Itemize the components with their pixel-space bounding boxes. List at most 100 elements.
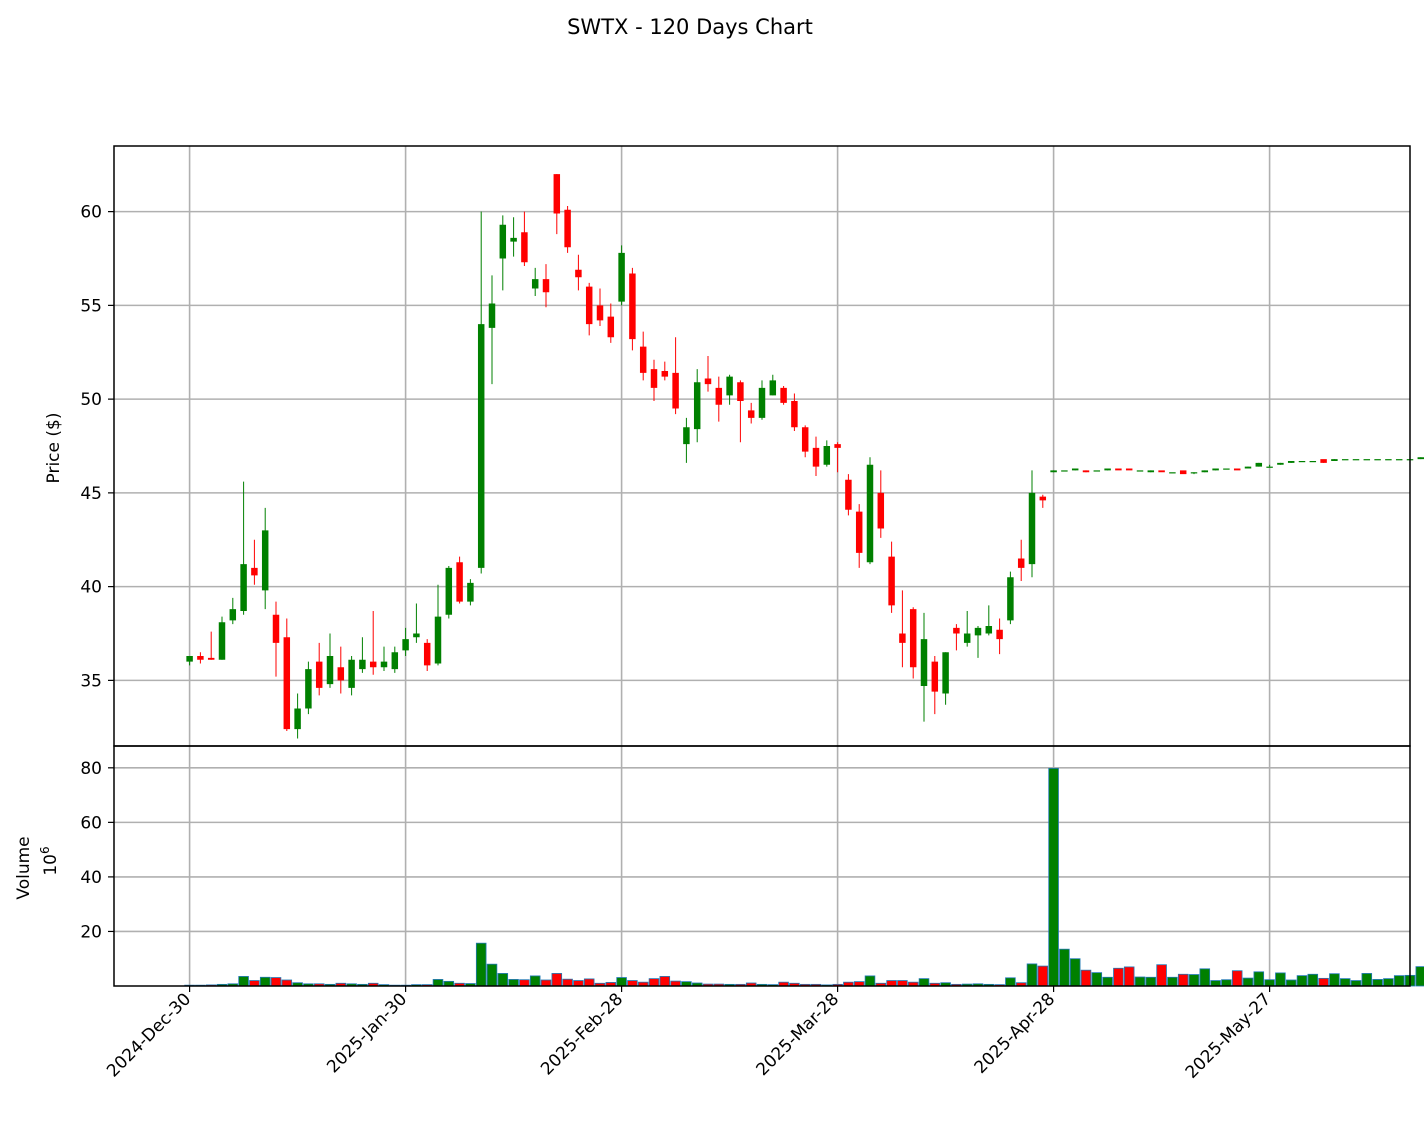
volume-exponent-base: 10 xyxy=(41,854,61,876)
candle xyxy=(791,393,798,431)
candle-body xyxy=(866,464,874,563)
candle xyxy=(855,504,863,568)
candle xyxy=(1125,468,1133,471)
volume-bar xyxy=(540,979,552,987)
candle-body xyxy=(953,627,960,634)
candle xyxy=(499,215,507,291)
candle-body xyxy=(477,324,485,568)
volume-bar xyxy=(1372,979,1383,987)
candle xyxy=(283,618,291,731)
candle xyxy=(348,656,355,696)
volume-bar xyxy=(1318,977,1329,987)
candle-body xyxy=(791,401,798,428)
candle-body xyxy=(780,387,787,403)
volume-bar xyxy=(238,976,249,987)
candle xyxy=(1017,539,1025,581)
volume-bar xyxy=(508,979,519,987)
candle-body xyxy=(564,209,571,248)
candle-body xyxy=(229,609,237,621)
candle xyxy=(942,652,949,705)
candle-body xyxy=(1017,558,1025,568)
candle xyxy=(693,369,701,443)
candle-body xyxy=(1007,577,1014,621)
candle xyxy=(726,374,733,405)
volume-bar xyxy=(1123,966,1135,987)
candle xyxy=(877,470,885,538)
candle-body xyxy=(402,639,409,651)
candle-body xyxy=(218,622,226,660)
candle-body xyxy=(629,273,636,340)
candle xyxy=(1417,457,1424,460)
candle-body xyxy=(348,659,355,688)
candle xyxy=(650,359,658,401)
candle xyxy=(359,637,366,673)
candle xyxy=(683,417,690,463)
volume-tick-label: 60 xyxy=(80,813,102,833)
price-tick-label: 40 xyxy=(80,578,102,598)
candle xyxy=(207,631,215,660)
candle xyxy=(618,245,625,306)
volume-tick-label: 20 xyxy=(80,922,102,942)
candle-body xyxy=(1233,468,1241,471)
volume-tick-label: 40 xyxy=(80,868,102,888)
candle-body xyxy=(704,378,712,385)
candle xyxy=(661,361,669,381)
chart-title: SWTX - 120 Days Chart xyxy=(567,15,813,39)
candle xyxy=(1233,468,1241,471)
candle-body xyxy=(1115,468,1122,471)
candle xyxy=(639,331,647,381)
axes-frames xyxy=(113,145,1411,987)
candle-body xyxy=(337,667,345,681)
candle xyxy=(294,693,301,739)
candle-body xyxy=(920,639,928,686)
candle-body xyxy=(1395,459,1403,461)
candle-body xyxy=(499,224,507,259)
candle xyxy=(1007,571,1014,625)
volume-bar xyxy=(1361,973,1373,987)
candle xyxy=(423,639,431,671)
price-tick-label: 45 xyxy=(80,484,102,504)
candle-body xyxy=(909,609,917,668)
candle xyxy=(272,601,280,677)
price-axis-ticks: 35 40 45 50 55 60 xyxy=(80,203,114,691)
candle xyxy=(251,539,258,585)
candle xyxy=(369,611,377,675)
volume-bar xyxy=(1307,973,1319,987)
candle-body xyxy=(1309,461,1317,463)
volume-bar xyxy=(1113,967,1124,987)
candle-body xyxy=(693,382,701,430)
candle xyxy=(1277,462,1284,465)
candle xyxy=(834,442,841,473)
price-tick-label: 55 xyxy=(80,296,102,316)
volume-axis-ticks: 20 40 60 80 xyxy=(80,759,114,942)
candle-body xyxy=(1298,461,1306,463)
candle-body xyxy=(726,376,733,396)
candle-body xyxy=(1212,468,1219,471)
candle xyxy=(758,380,766,420)
candle xyxy=(531,267,539,296)
volume-tick-label: 80 xyxy=(80,759,102,779)
candle xyxy=(337,646,345,694)
candle-body xyxy=(391,652,399,670)
candle-body xyxy=(553,174,561,214)
candle-body xyxy=(369,661,377,668)
candle xyxy=(305,661,312,715)
candle xyxy=(391,646,399,673)
volume-bar xyxy=(897,980,908,987)
candle xyxy=(931,656,939,715)
volume-bar xyxy=(864,975,876,987)
candle xyxy=(769,374,777,396)
candle xyxy=(704,356,712,392)
candle xyxy=(1244,466,1252,469)
candle xyxy=(240,481,247,615)
candle xyxy=(456,556,463,604)
candle-body xyxy=(467,582,474,602)
candle xyxy=(1352,459,1360,461)
candle xyxy=(488,275,496,385)
volume-bar xyxy=(1329,973,1340,987)
volume-bar xyxy=(1188,974,1200,987)
candle-body xyxy=(1223,468,1230,470)
candle-body xyxy=(305,669,312,709)
candle-body xyxy=(1244,466,1252,469)
volume-bar xyxy=(270,977,282,987)
